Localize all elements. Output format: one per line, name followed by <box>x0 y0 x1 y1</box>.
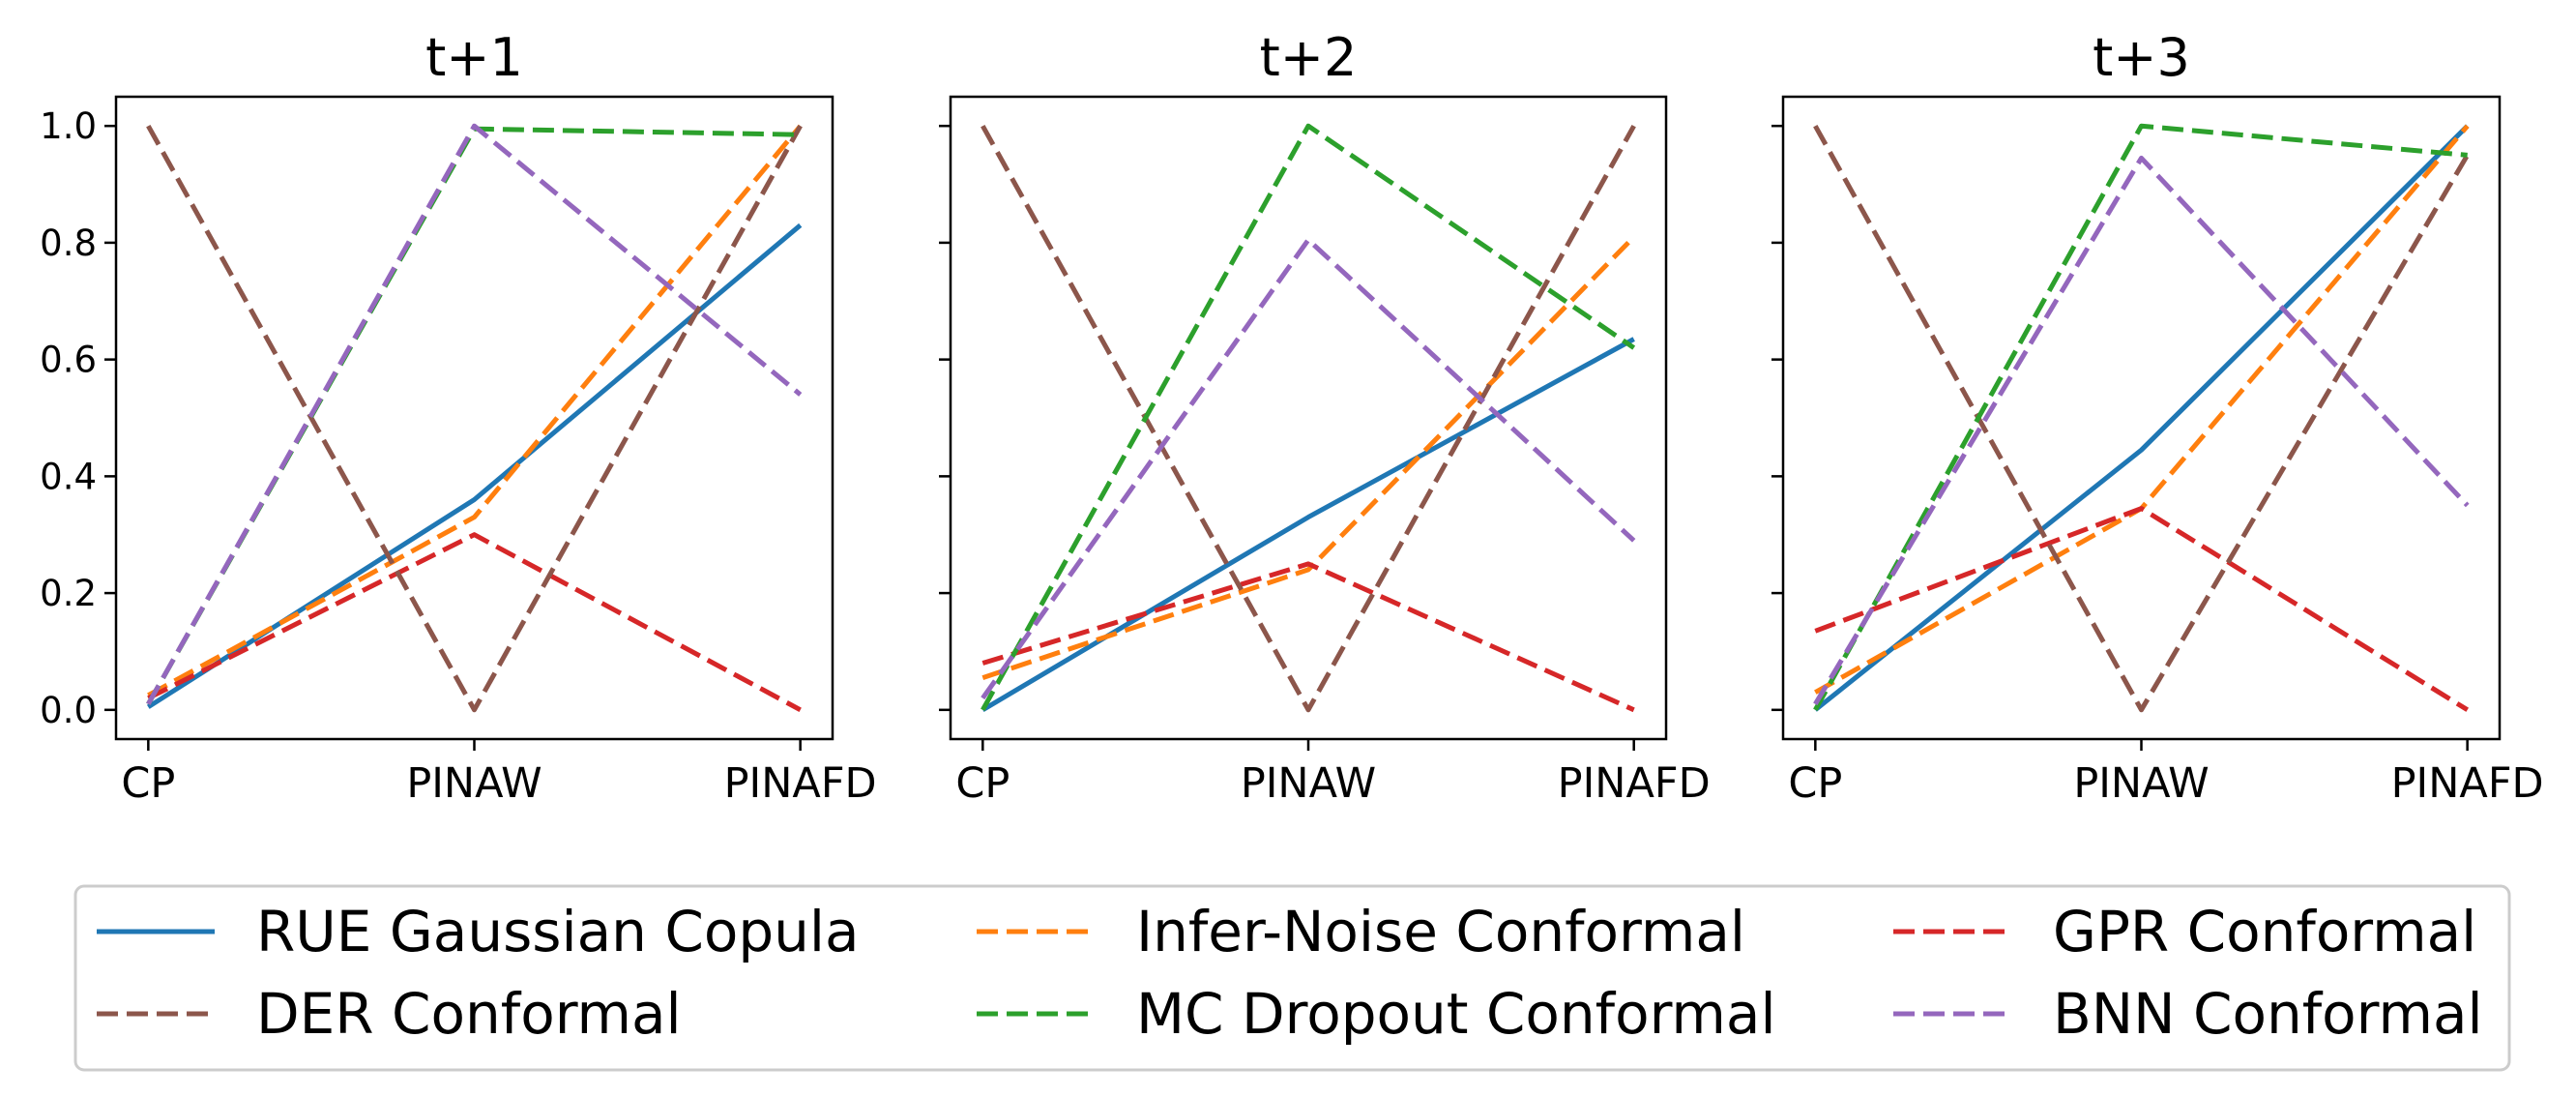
subplot-1: t+1 0.0 0.2 0.4 0.6 0.8 1.0 CP PINAW PINAFD <box>40 27 877 808</box>
x-tick-label: PINAFD <box>2391 759 2544 808</box>
series-line-rue-gaussian-copula <box>981 337 1635 712</box>
y-tick-label: 0.8 <box>40 222 97 264</box>
legend: RUE Gaussian Copula DER Conformal Infer-No… <box>73 884 2511 1072</box>
series-line-mc-dropout-conformal <box>981 123 1636 712</box>
x-tick-label: PINAFD <box>724 759 877 808</box>
legend-label-rue-gaussian-copula: RUE Gaussian Copula <box>256 899 860 964</box>
x-tick-label: CP <box>1788 759 1842 808</box>
series-line-der-conformal <box>981 124 1636 713</box>
subplot-2: t+2 CP PINAW PINAFD <box>939 27 1711 808</box>
x-tick-label: CP <box>955 759 1010 808</box>
plot-frame <box>949 95 1668 741</box>
plot-frame <box>114 95 834 741</box>
x-tick-label: PINAW <box>2073 759 2209 808</box>
series-line-der-conformal <box>1813 124 2470 713</box>
series-line-bnn-conformal <box>981 237 1636 700</box>
series-line-der-conformal <box>146 124 803 713</box>
plot-frame <box>1781 95 2502 741</box>
subplot-title: t+1 <box>425 27 523 88</box>
legend-label-mc-dropout-conformal: MC Dropout Conformal <box>1136 981 1776 1047</box>
legend-label-infer-noise-conformal: Infer-Noise Conformal <box>1136 899 1745 964</box>
x-tick-label: PINAW <box>1241 759 1376 808</box>
series-line-infer-noise-conformal <box>981 235 1636 680</box>
y-tick-label: 0.4 <box>40 456 97 497</box>
series-line-gpr-conformal <box>981 561 1635 713</box>
y-tick-label: 0.2 <box>40 573 97 614</box>
legend-label-der-conformal: DER Conformal <box>256 981 682 1047</box>
series-line-gpr-conformal <box>147 532 802 713</box>
x-tick-label: PINAW <box>406 759 542 808</box>
subplot-3: t+3 CP PINAW PINAFD <box>1771 27 2544 808</box>
x-tick-label: CP <box>121 759 175 808</box>
series-line-infer-noise-conformal <box>147 124 803 697</box>
series-line-bnn-conformal <box>1813 155 2470 706</box>
y-tick-label: 0.0 <box>40 690 97 731</box>
series-line-mc-dropout-conformal <box>146 126 801 706</box>
legend-label-gpr-conformal: GPR Conformal <box>2053 899 2476 964</box>
series-line-bnn-conformal <box>146 123 803 706</box>
y-tick-label: 1.0 <box>40 105 97 147</box>
legend-label-bnn-conformal: BNN Conformal <box>2053 981 2483 1047</box>
y-tick-label: 0.6 <box>40 340 97 381</box>
series-line-infer-noise-conformal <box>1814 124 2470 695</box>
x-tick-label: PINAFD <box>1558 759 1711 808</box>
subplot-title: t+3 <box>2093 27 2190 88</box>
subplot-title: t+2 <box>1260 27 1358 88</box>
series-line-gpr-conformal <box>1814 506 2470 712</box>
series-line-mc-dropout-conformal <box>1813 123 2468 712</box>
series-line-rue-gaussian-copula <box>1813 124 2470 712</box>
